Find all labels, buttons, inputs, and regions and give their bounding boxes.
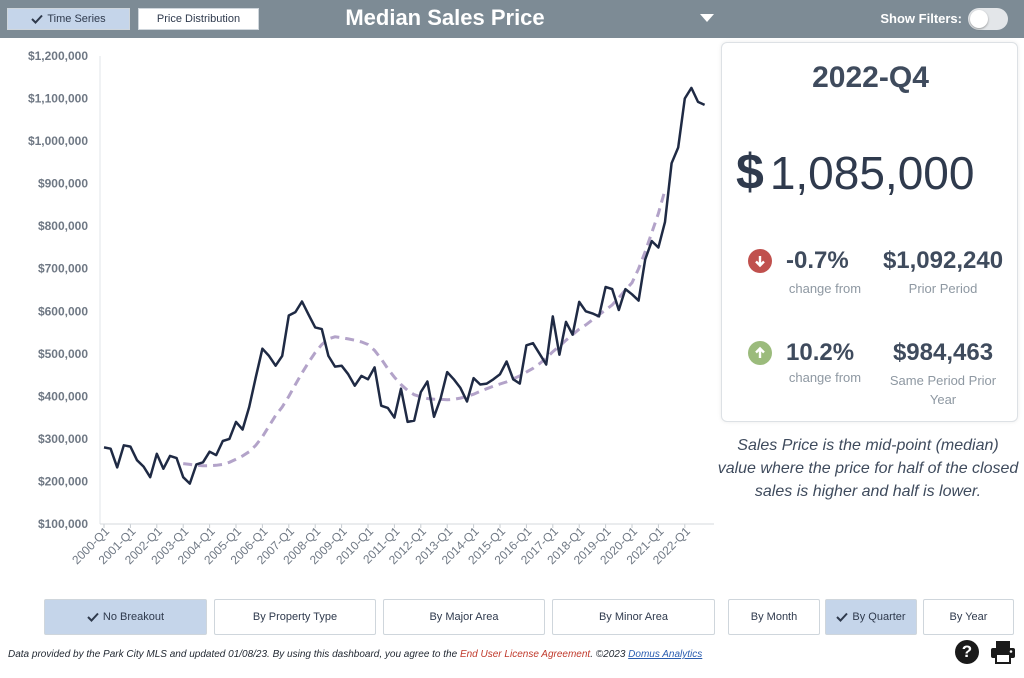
arrow-down-icon <box>748 249 772 273</box>
change-year-caption: change from <box>788 370 862 385</box>
by-month-label: By Month <box>750 611 798 623</box>
footer-prefix: Data provided by the Park City MLS and u… <box>8 649 460 660</box>
by-year-label: By Year <box>949 611 988 623</box>
prior-period-caption: Prior Period <box>908 281 978 296</box>
show-filters-toggle[interactable] <box>968 8 1008 30</box>
kpi-median-amount: 1,085,000 <box>769 147 975 199</box>
check-icon <box>31 14 44 24</box>
by-quarter-label: By Quarter <box>852 611 906 623</box>
y-tick-label: $200,000 <box>38 474 88 488</box>
y-tick-label: $400,000 <box>38 389 88 403</box>
kpi-card: 2022-Q4 $1,085,000 -0.7% change from $1,… <box>721 42 1018 422</box>
by-minor-area-label: By Minor Area <box>598 611 669 623</box>
same-period-value: $984,463 <box>892 339 994 366</box>
by-property-type-button[interactable]: By Property Type <box>214 599 376 635</box>
by-year-button[interactable]: By Year <box>923 599 1014 635</box>
by-quarter-button[interactable]: By Quarter <box>825 599 917 635</box>
median-price-series <box>103 86 706 485</box>
x-axis: 2000-Q12001-Q12002-Q12003-Q12004-Q12005-… <box>69 524 693 567</box>
change-prior-caption: change from <box>788 281 862 296</box>
chevron-down-icon[interactable] <box>700 14 714 22</box>
y-axis: $100,000 $200,000 $300,000 $400,000 $500,000… <box>28 49 88 531</box>
help-icon[interactable]: ? <box>955 640 979 664</box>
y-tick-label: $800,000 <box>38 219 88 233</box>
y-tick-label: $1,200,000 <box>28 49 88 63</box>
show-filters-label: Show Filters: <box>880 11 962 26</box>
tab-time-series[interactable]: Time Series <box>7 8 130 30</box>
y-tick-label: $500,000 <box>38 347 88 361</box>
no-breakout-label: No Breakout <box>102 611 165 623</box>
check-icon <box>836 612 849 622</box>
page-title: Median Sales Price <box>345 5 545 30</box>
header-bar: Time Series Price Distribution Median Sa… <box>0 0 1024 38</box>
y-tick-label: $600,000 <box>38 304 88 318</box>
by-minor-area-button[interactable]: By Minor Area <box>552 599 715 635</box>
same-period-caption: Same Period Prior Year <box>889 373 997 407</box>
tab-time-series-label: Time Series <box>47 13 106 25</box>
footer-note: Data provided by the Park City MLS and u… <box>8 649 702 660</box>
trend-line-series <box>183 189 667 468</box>
y-tick-label: $1,100,000 <box>28 92 88 106</box>
y-tick-label: $700,000 <box>38 262 88 276</box>
no-breakout-button[interactable]: No Breakout <box>44 599 207 635</box>
kpi-median-value: $1,085,000 <box>736 143 1016 201</box>
check-icon <box>87 612 99 622</box>
change-year-pct: 10.2% <box>786 339 855 366</box>
y-tick-label: $100,000 <box>38 517 88 531</box>
by-major-area-label: By Major Area <box>429 611 499 623</box>
by-major-area-button[interactable]: By Major Area <box>383 599 545 635</box>
footer-middle: . ©2023 <box>590 649 629 660</box>
arrow-up-icon <box>748 341 772 365</box>
median-price-chart: $100,000 $200,000 $300,000 $400,000 $500,000… <box>28 49 714 567</box>
kpi-period: 2022-Q4 <box>812 61 929 94</box>
license-link[interactable]: End User License Agreement <box>459 649 591 660</box>
y-tick-label: $1,000,000 <box>28 134 88 148</box>
by-month-button[interactable]: By Month <box>728 599 820 635</box>
change-prior-pct: -0.7% <box>786 247 849 274</box>
domus-analytics-link[interactable]: Domus Analytics <box>628 649 703 660</box>
by-property-type-label: By Property Type <box>252 611 338 623</box>
currency-symbol: $ <box>736 144 764 200</box>
tab-price-distribution-label: Price Distribution <box>156 13 241 25</box>
print-icon[interactable] <box>990 640 1016 664</box>
metric-description: Sales Price is the mid-point (median) va… <box>717 437 1019 500</box>
tab-price-distribution[interactable]: Price Distribution <box>138 8 259 30</box>
y-tick-label: $900,000 <box>38 177 88 191</box>
prior-period-value: $1,092,240 <box>882 247 1004 274</box>
y-tick-label: $300,000 <box>38 432 88 446</box>
toggle-knob <box>970 10 988 28</box>
